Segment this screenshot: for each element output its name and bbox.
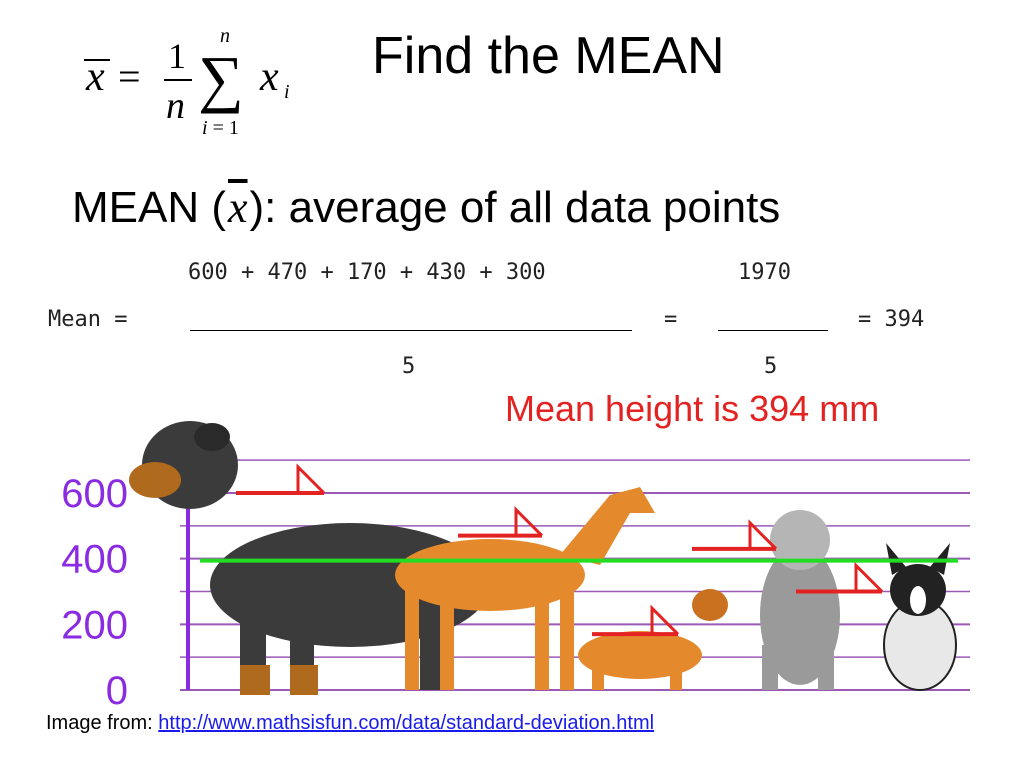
sum-value: 1970 <box>738 260 791 285</box>
y-tick-label: 0 <box>106 669 128 705</box>
height-markers <box>236 463 884 637</box>
definition-prefix: MEAN ( <box>72 183 226 232</box>
height-marker <box>458 506 544 538</box>
svg-text:n: n <box>220 25 230 47</box>
height-marker <box>592 604 680 637</box>
source-link[interactable]: http://www.mathsisfun.com/data/standard-… <box>158 712 655 734</box>
height-marker <box>796 561 884 594</box>
mean-label: Mean = <box>48 307 128 332</box>
sum-denominator: 5 <box>764 354 778 379</box>
height-marker <box>236 463 326 495</box>
sum-fraction-bar <box>718 330 828 331</box>
height-marker <box>692 519 778 551</box>
svg-text:i = 1: i = 1 <box>202 117 239 139</box>
svg-text:n: n <box>166 85 185 127</box>
dachshund-image <box>578 589 728 690</box>
svg-text:i: i <box>284 81 290 103</box>
definition-suffix: ): average of all data points <box>249 183 781 232</box>
svg-text:1: 1 <box>168 36 186 76</box>
source-prefix: Image from: <box>46 712 159 734</box>
numerator: 600 + 470 + 170 + 430 + 300 <box>188 260 546 285</box>
y-tick-label: 200 <box>61 603 128 647</box>
boston-terrier-image <box>883 543 957 691</box>
svg-text:∑: ∑ <box>198 43 244 114</box>
schnauzer-image <box>760 510 840 690</box>
svg-text:=: = <box>118 54 141 99</box>
equals-sign: = <box>664 307 678 332</box>
svg-text:x: x <box>259 54 279 100</box>
svg-text:x: x <box>85 54 105 100</box>
dog-height-chart: 0 200 400 600 <box>61 421 970 705</box>
result: = 394 <box>858 307 925 332</box>
page-title: Find the MEAN <box>372 27 725 85</box>
y-tick-label: 400 <box>61 538 128 582</box>
denominator: 5 <box>402 354 416 379</box>
mean-definition: MEAN (x): average of all data points <box>72 182 780 233</box>
x-bar-symbol: x <box>228 183 248 232</box>
greyhound-image <box>395 487 655 690</box>
mean-formula: x = 1 n ∑ n i = 1 x i <box>84 25 290 139</box>
y-tick-labels: 0 200 400 600 <box>61 472 128 705</box>
image-source: Image from: http://www.mathsisfun.com/da… <box>46 712 654 735</box>
mean-caption: Mean height is 394 mm <box>505 388 880 429</box>
fraction-bar <box>190 330 632 331</box>
y-tick-label: 600 <box>61 472 128 516</box>
